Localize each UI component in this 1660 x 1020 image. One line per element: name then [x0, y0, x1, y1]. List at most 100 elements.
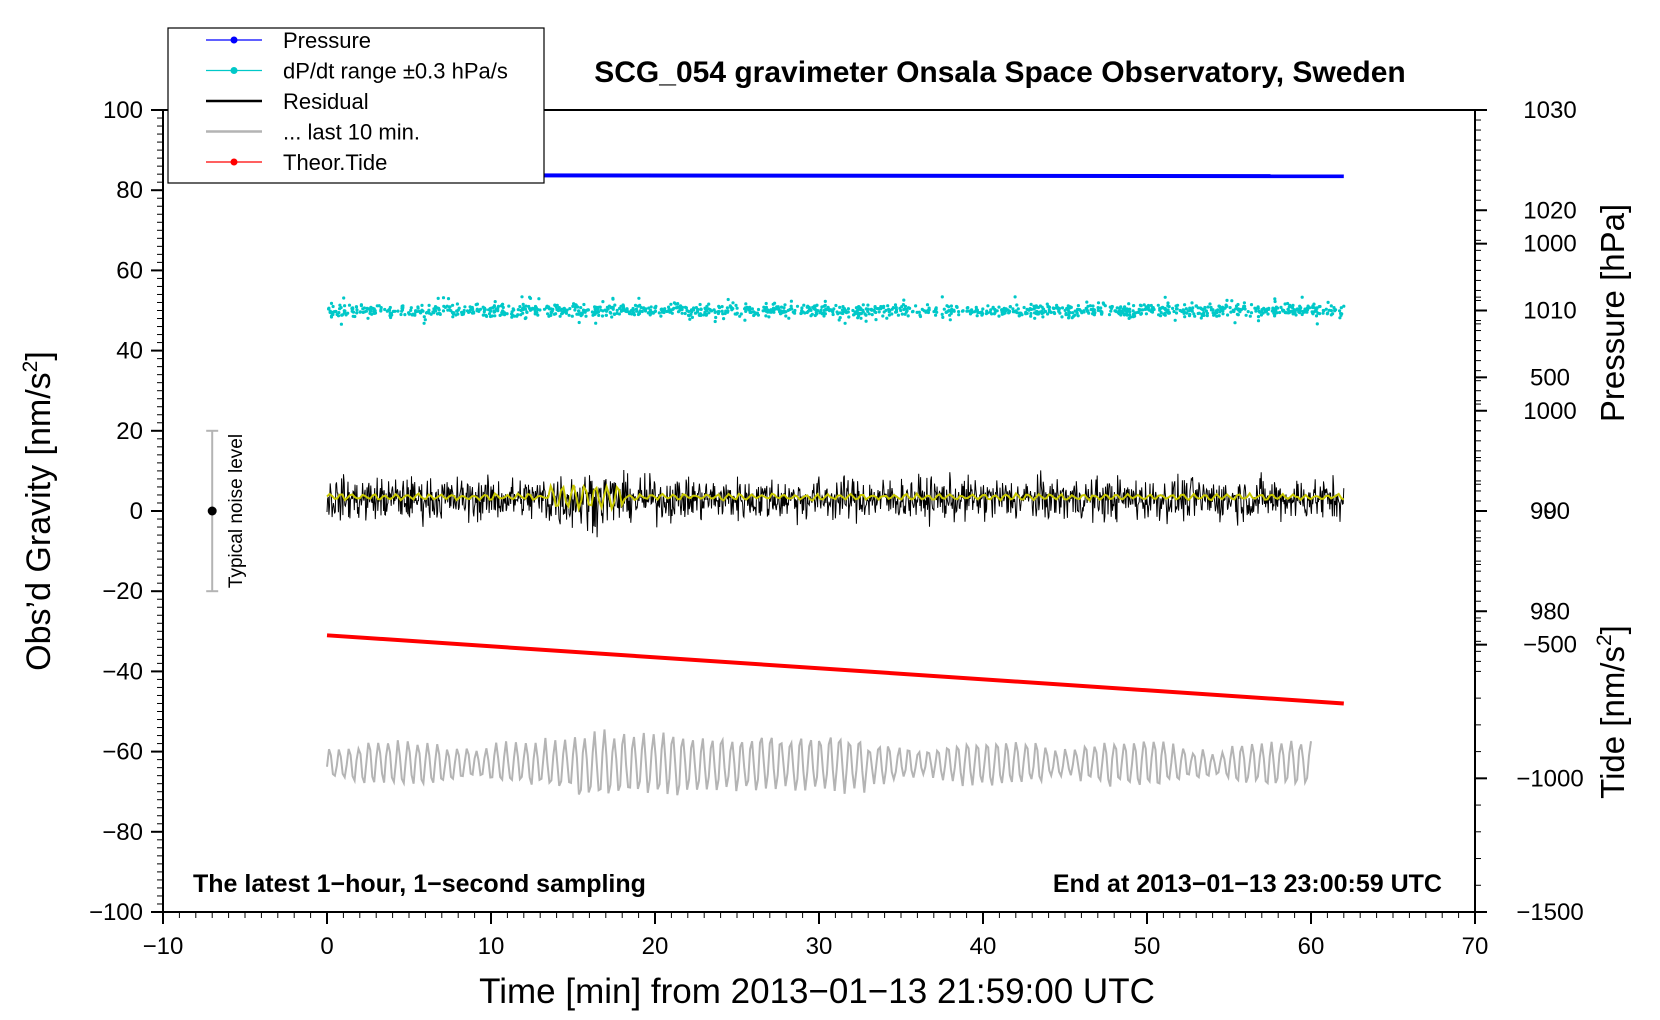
dpdt-point	[535, 310, 539, 314]
dpdt-point	[707, 311, 711, 315]
dpdt-point	[870, 313, 874, 317]
dpdt-point	[327, 306, 331, 310]
dpdt-point	[477, 308, 481, 312]
dpdt-point	[434, 305, 438, 309]
dpdt-point	[446, 297, 451, 301]
dpdt-point	[1200, 307, 1204, 311]
dpdt-point	[854, 306, 859, 310]
dpdt-point	[636, 304, 640, 308]
dpdt-point	[716, 311, 721, 316]
dpdt-point	[416, 305, 420, 309]
dpdt-point	[519, 308, 523, 312]
dpdt-point	[726, 297, 730, 302]
dpdt-point	[749, 310, 753, 314]
dpdt-point	[642, 306, 646, 310]
dpdt-point	[1057, 309, 1061, 313]
pressure-tick-label: 980	[1530, 598, 1570, 625]
dpdt-point	[1327, 308, 1331, 312]
dpdt-point	[986, 304, 990, 308]
dpdt-point	[687, 314, 691, 318]
dpdt-point	[851, 308, 855, 313]
dpdt-point	[1008, 305, 1012, 309]
pressure-tick-label: 1010	[1523, 298, 1576, 325]
dpdt-point	[1263, 308, 1267, 312]
dpdt-point	[893, 303, 898, 307]
dpdt-point	[339, 322, 343, 326]
dpdt-point	[890, 312, 894, 316]
dpdt-point	[1139, 311, 1144, 316]
dpdt-point	[1125, 309, 1129, 313]
dpdt-point	[491, 306, 495, 310]
dpdt-point	[653, 306, 658, 310]
dpdt-point	[941, 315, 945, 319]
dpdt-point	[1052, 310, 1056, 315]
dpdt-point	[474, 303, 478, 307]
dpdt-point	[945, 304, 949, 308]
dpdt-point	[1312, 310, 1316, 314]
dpdt-point	[731, 301, 735, 305]
dpdt-point	[363, 310, 367, 314]
x-tick-label: 60	[1298, 933, 1325, 960]
dpdt-point	[1326, 311, 1330, 315]
x-tick-label: 50	[1134, 933, 1161, 960]
dpdt-point	[873, 310, 877, 314]
dpdt-point	[386, 309, 390, 313]
dpdt-point	[675, 306, 679, 310]
dpdt-point	[393, 309, 397, 313]
dpdt-point	[1034, 304, 1038, 308]
dpdt-point	[1131, 315, 1135, 319]
tide-axis-label: Tide [nm/s2]	[1593, 625, 1631, 799]
pressure-tick-label: 1030	[1523, 97, 1576, 124]
dpdt-point	[1182, 310, 1186, 314]
dpdt-point	[927, 306, 931, 310]
dpdt-point	[388, 314, 392, 318]
dpdt-point	[608, 310, 612, 314]
dpdt-point	[1188, 312, 1192, 316]
dpdt-point	[1238, 310, 1242, 314]
dpdt-point	[1299, 306, 1303, 310]
dpdt-point	[917, 310, 921, 314]
noise-center-point	[207, 506, 217, 516]
x-tick-label: 30	[806, 933, 833, 960]
dpdt-point	[368, 308, 372, 313]
legend-box	[167, 27, 545, 184]
dpdt-point	[934, 313, 938, 317]
dpdt-point	[1149, 303, 1153, 308]
dpdt-point	[1192, 312, 1196, 316]
dpdt-point	[1219, 306, 1223, 310]
legend-label: dP/dt range ±0.3 hPa/s	[283, 59, 508, 84]
dpdt-point	[409, 308, 413, 312]
dpdt-point	[1232, 309, 1236, 313]
tide-tick-label: −1500	[1516, 899, 1583, 926]
dpdt-point	[1183, 303, 1187, 307]
dpdt-point	[756, 307, 761, 312]
dpdt-point	[1235, 312, 1239, 316]
dpdt-point	[744, 309, 748, 313]
dpdt-point	[441, 309, 446, 313]
dpdt-point	[370, 312, 374, 316]
dpdt-point	[952, 308, 956, 312]
dpdt-point	[847, 315, 851, 319]
dpdt-point	[1333, 308, 1337, 312]
dpdt-point	[343, 304, 347, 308]
dpdt-point	[1043, 310, 1047, 314]
dpdt-point	[714, 315, 718, 320]
dpdt-point	[995, 309, 999, 313]
dpdt-point	[1174, 304, 1178, 308]
dpdt-point	[1075, 311, 1079, 315]
dpdt-point	[361, 307, 365, 311]
dpdt-point	[918, 314, 923, 319]
dpdt-point	[577, 320, 581, 325]
dpdt-point	[1101, 301, 1105, 305]
dpdt-point	[1321, 308, 1325, 313]
dpdt-point	[331, 304, 335, 309]
dpdt-point	[743, 318, 747, 322]
dpdt-point	[1234, 307, 1238, 311]
dpdt-point	[487, 312, 492, 316]
dpdt-point	[1046, 312, 1050, 316]
dpdt-point	[908, 306, 912, 310]
dpdt-point	[567, 313, 571, 317]
dpdt-point	[1034, 311, 1038, 316]
dpdt-point	[988, 310, 992, 314]
dpdt-point	[692, 306, 696, 310]
